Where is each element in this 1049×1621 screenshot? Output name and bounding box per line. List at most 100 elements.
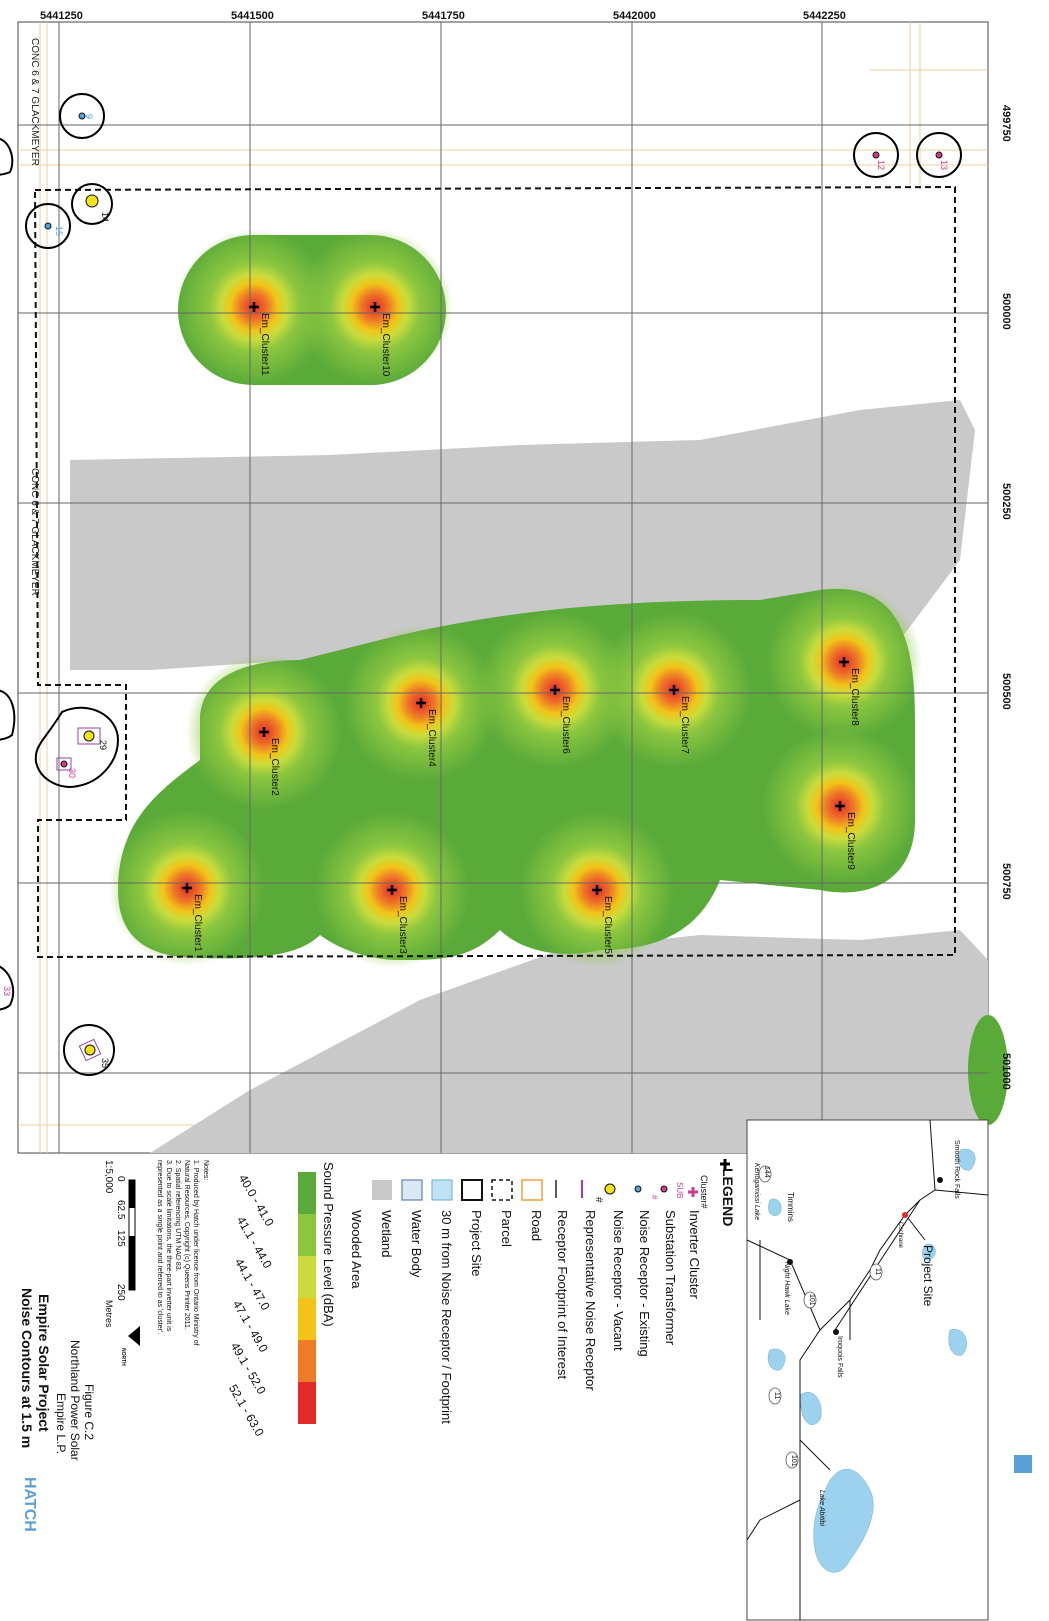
inset-place: Night Hawk Lake [783, 1262, 790, 1315]
project-site-boundary [33, 185, 956, 959]
receptor-footprint [59, 93, 105, 139]
scale-label: 125 [115, 1230, 126, 1247]
legend-label: Cluster# [699, 1175, 709, 1209]
inset-place: Smooth Rock Falls [953, 1140, 960, 1199]
easting-tick: 5441750 [422, 10, 465, 22]
spl-legend [298, 1172, 316, 1424]
receptor-label: 30 [67, 768, 77, 779]
receptor-label: 29 [98, 740, 108, 751]
easting-tick: 5442000 [613, 10, 656, 22]
receptor-existing [935, 151, 943, 159]
cluster-label: Em_Cluster8 [849, 668, 860, 726]
client-name-2: Empire L.P. [54, 1393, 68, 1455]
legend-label: 30 m from Noise Receptor / Footprint [439, 1210, 454, 1424]
edge-contour [968, 1015, 1008, 1125]
legend-wooded-icon [372, 1180, 392, 1200]
cluster-label: Em_Cluster4 [426, 709, 437, 767]
figure-number: Figure C.2 [82, 1384, 96, 1441]
inverter-cluster-icon [669, 685, 679, 695]
legend-label: Inverter Cluster [687, 1210, 702, 1299]
note-line: 2. Spatial referencing UTM NAD 83. [174, 1160, 181, 1272]
representative-receptor [85, 194, 99, 208]
legend-water-icon [431, 1179, 453, 1201]
legend-parcel-icon [521, 1179, 543, 1201]
cluster-label: Em_Cluster1 [192, 894, 203, 952]
cluster-label: Em_Cluster2 [269, 738, 280, 796]
receptor-footprint [71, 183, 113, 225]
note-line: 3. Due to scale limitations, the three-p… [165, 1160, 172, 1332]
northing-tick: 500000 [1000, 293, 1012, 330]
hatch-logo-text: HATCH [21, 1477, 38, 1532]
client-name: Northland Power Solar [68, 1340, 82, 1461]
inverter-cluster-icon [387, 885, 397, 895]
spl-swatch [298, 1298, 316, 1340]
spl-title: Sound Pressure Level (dBA) [321, 1162, 336, 1327]
scale-label: 250 [115, 1284, 126, 1301]
note-line: 1. Produced by Hatch under licence from … [192, 1160, 199, 1346]
cluster-label: Em_Cluster10 [380, 313, 391, 377]
receptor-vacant [78, 112, 86, 120]
receptor-footprint [853, 132, 899, 178]
legend-representative-icon [604, 1183, 616, 1195]
legend-label: Road [529, 1210, 544, 1242]
receptor-footprint-of-interest [78, 1038, 102, 1062]
legend-label: # [650, 1195, 659, 1200]
highway-shield: 11 [874, 1268, 881, 1276]
receptor-existing [60, 760, 68, 768]
project-title: Empire Solar Project [36, 1294, 52, 1432]
northing-tick: 499750 [1000, 105, 1012, 142]
representative-receptor [84, 1044, 96, 1056]
inverter-cluster-icon [592, 885, 602, 895]
receptor-footprint [916, 132, 962, 178]
map-subtitle: Noise Contours at 1.5 m [19, 1288, 35, 1449]
project-site-callout: Project Site [921, 1245, 935, 1307]
northing-tick: 500750 [1000, 863, 1012, 900]
inset-place: Kenogamissi Lake [753, 1163, 760, 1221]
cluster-label: Em_Cluster3 [397, 896, 408, 954]
legend-vacant-icon [634, 1185, 642, 1193]
scale-bar [128, 1179, 136, 1291]
easting-tick: 5442250 [803, 10, 846, 22]
legend-30m-icon [461, 1179, 483, 1201]
spl-swatch [298, 1382, 316, 1424]
northing-tick: 501000 [1000, 1053, 1012, 1090]
receptor-footprint [63, 1024, 115, 1076]
highway-shield: 101 [808, 1294, 815, 1306]
receptor-group [0, 93, 962, 1076]
scale-units: Metres [104, 1300, 114, 1328]
receptor-label: 15 [54, 226, 64, 237]
legend-title: LEGEND [720, 1168, 736, 1227]
highway-shield: 101 [790, 1455, 797, 1467]
spl-swatch [298, 1256, 316, 1298]
scale-label: 62.5 [115, 1200, 126, 1220]
inverter-cluster-icon [839, 657, 849, 667]
note-line: Natural Resources, Copyright (c) Queens … [183, 1160, 190, 1330]
spl-swatch [298, 1214, 316, 1256]
road-label: CONC 6 & 7 GLACKMEYER [29, 38, 40, 166]
receptor-label: 33 [2, 986, 12, 997]
receptor-label: 13 [939, 160, 949, 171]
receptor-existing [872, 151, 880, 159]
representative-receptor [83, 730, 95, 742]
inset-place: Lake Abitibi [818, 1490, 825, 1526]
inverter-cluster-icon [249, 302, 259, 312]
inverter-cluster-icon [259, 727, 269, 737]
legend-label: Wetland [379, 1210, 394, 1258]
receptor-label: 14 [100, 212, 110, 223]
receptor-footprint [34, 706, 120, 788]
receptor-label: 12 [876, 160, 886, 171]
cluster-layer [182, 302, 849, 895]
legend-label: Noise Receptor - Vacant [611, 1210, 626, 1351]
north-arrow-icon [128, 1326, 140, 1346]
inverter-cluster-icon [370, 302, 380, 312]
grid-lines [18, 22, 988, 1153]
legend-label: Substation Transformer [663, 1210, 678, 1346]
highway-shield: 11 [773, 1392, 780, 1400]
legend-label: Wooded Area [349, 1210, 364, 1289]
spl-swatch [298, 1172, 316, 1214]
receptor-footprint-of-interest [77, 727, 101, 745]
northing-tick: 500500 [1000, 673, 1012, 710]
inverter-cluster-icon [182, 883, 192, 893]
legend-label: # [593, 1197, 604, 1203]
